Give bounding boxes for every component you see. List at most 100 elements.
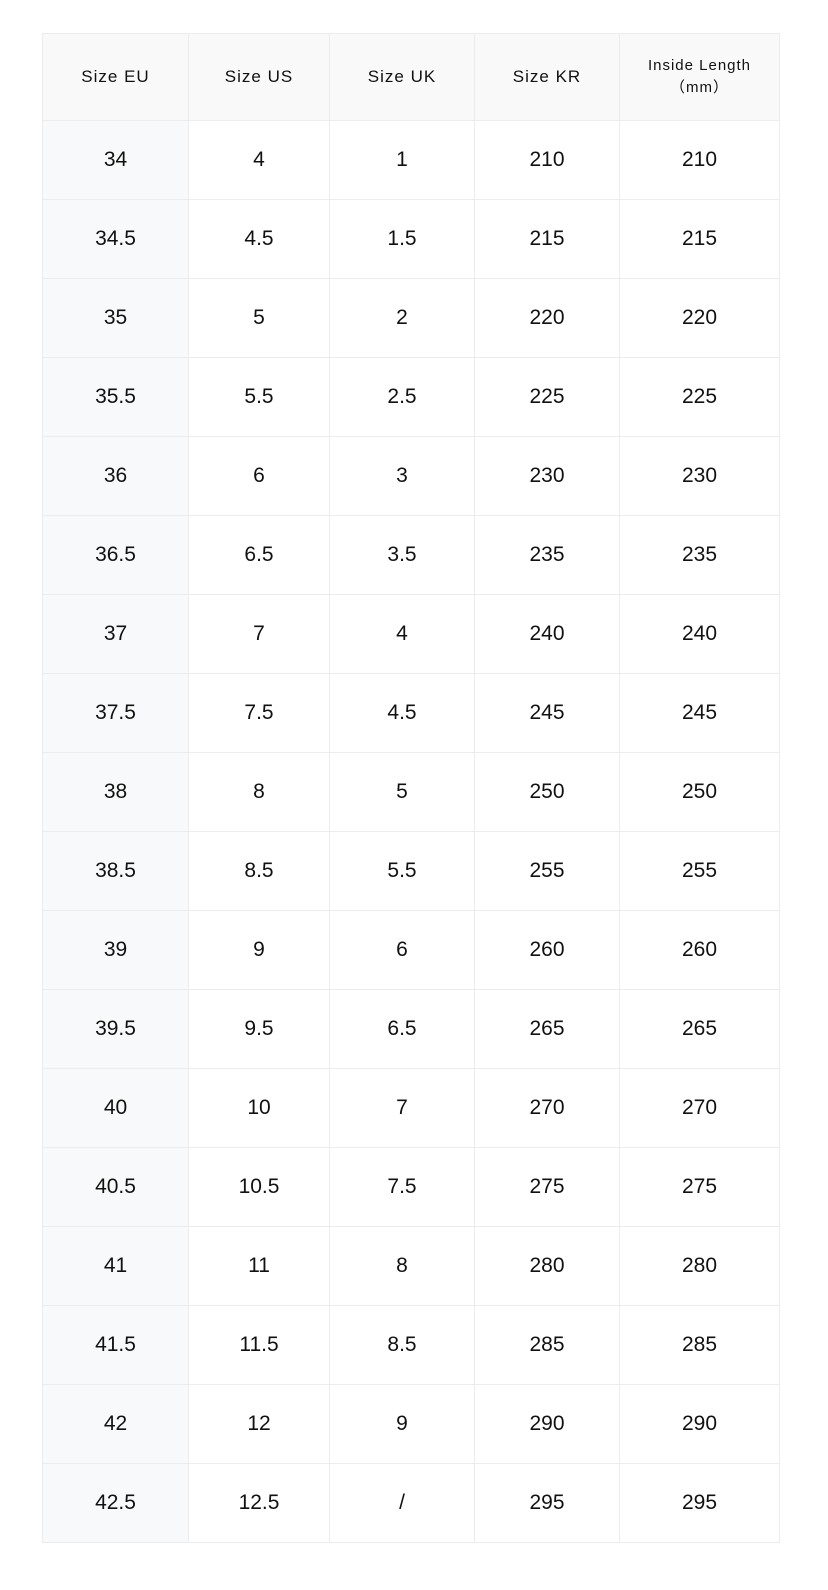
table-cell: 225 (619, 357, 780, 437)
table-row: 35.5 5.5 2.5 225 225 (42, 357, 780, 437)
table-cell: 36 (42, 436, 189, 516)
table-cell: 255 (619, 831, 780, 911)
table-cell: 39 (42, 910, 189, 990)
table-row: 41 11 8 280 280 (42, 1226, 780, 1306)
table-cell: 235 (474, 515, 620, 595)
table-cell: 295 (619, 1463, 780, 1543)
table-cell: 265 (474, 989, 620, 1069)
table-row: 40 10 7 270 270 (42, 1068, 780, 1148)
table-cell: 3 (329, 436, 475, 516)
table-cell: 245 (619, 673, 780, 753)
table-cell: 35 (42, 278, 189, 358)
table-cell: 9 (329, 1384, 475, 1464)
table-cell: 215 (474, 199, 620, 279)
table-cell: 42.5 (42, 1463, 189, 1543)
table-cell: 285 (619, 1305, 780, 1385)
table-cell: 41.5 (42, 1305, 189, 1385)
table-cell: 8 (188, 752, 330, 832)
table-row: 40.5 10.5 7.5 275 275 (42, 1147, 780, 1227)
table-row: 38 8 5 250 250 (42, 752, 780, 832)
table-cell: 6 (188, 436, 330, 516)
table-cell: 245 (474, 673, 620, 753)
table-cell: 225 (474, 357, 620, 437)
table-cell: 38.5 (42, 831, 189, 911)
size-chart: Size EU Size US Size UK Size KR Inside Lengt… (42, 33, 780, 1543)
table-cell: 7 (188, 594, 330, 674)
table-cell: 280 (619, 1226, 780, 1306)
size-table: Size EU Size US Size UK Size KR Inside Lengt… (42, 33, 780, 1543)
table-cell: 10.5 (188, 1147, 330, 1227)
table-cell: 8.5 (188, 831, 330, 911)
header-cell: Size US (188, 33, 330, 121)
table-cell: 35.5 (42, 357, 189, 437)
table-cell: 250 (474, 752, 620, 832)
table-cell: 2 (329, 278, 475, 358)
table-cell: / (329, 1463, 475, 1543)
table-cell: 34 (42, 120, 189, 200)
table-cell: 250 (619, 752, 780, 832)
table-cell: 12.5 (188, 1463, 330, 1543)
table-cell: 37 (42, 594, 189, 674)
table-cell: 285 (474, 1305, 620, 1385)
table-cell: 275 (474, 1147, 620, 1227)
table-cell: 5.5 (188, 357, 330, 437)
table-row: 38.5 8.5 5.5 255 255 (42, 831, 780, 911)
table-body: 34 4 1 210 210 34.5 4.5 1.5 215 215 35 5 2 220 220 35.5… (42, 120, 780, 1543)
table-row: 42 12 9 290 290 (42, 1384, 780, 1464)
table-row: 36.5 6.5 3.5 235 235 (42, 515, 780, 595)
table-cell: 230 (474, 436, 620, 516)
table-row: 34 4 1 210 210 (42, 120, 780, 200)
table-cell: 10 (188, 1068, 330, 1148)
header-cell: Inside Length （mm） (619, 33, 780, 121)
header-row: Size EU Size US Size UK Size KR Inside Lengt… (42, 33, 780, 121)
table-cell: 12 (188, 1384, 330, 1464)
table-cell: 11.5 (188, 1305, 330, 1385)
header-cell: Size EU (42, 33, 189, 121)
table-cell: 37.5 (42, 673, 189, 753)
table-cell: 215 (619, 199, 780, 279)
table-cell: 34.5 (42, 199, 189, 279)
table-cell: 6 (329, 910, 475, 990)
table-cell: 260 (619, 910, 780, 990)
table-cell: 7.5 (188, 673, 330, 753)
table-cell: 280 (474, 1226, 620, 1306)
table-cell: 5 (329, 752, 475, 832)
table-cell: 230 (619, 436, 780, 516)
table-cell: 290 (474, 1384, 620, 1464)
table-cell: 220 (474, 278, 620, 358)
table-row: 37.5 7.5 4.5 245 245 (42, 673, 780, 753)
table-row: 39 9 6 260 260 (42, 910, 780, 990)
table-row: 39.5 9.5 6.5 265 265 (42, 989, 780, 1069)
table-cell: 39.5 (42, 989, 189, 1069)
header-cell: Size UK (329, 33, 475, 121)
table-row: 41.5 11.5 8.5 285 285 (42, 1305, 780, 1385)
table-cell: 255 (474, 831, 620, 911)
table-cell: 8 (329, 1226, 475, 1306)
table-cell: 42 (42, 1384, 189, 1464)
table-row: 42.5 12.5/295 295 (42, 1463, 780, 1543)
table-cell: 5 (188, 278, 330, 358)
table-cell: 210 (474, 120, 620, 200)
table-cell: 210 (619, 120, 780, 200)
table-cell: 9 (188, 910, 330, 990)
table-cell: 270 (474, 1068, 620, 1148)
table-cell: 5.5 (329, 831, 475, 911)
table-cell: 36.5 (42, 515, 189, 595)
table-cell: 3.5 (329, 515, 475, 595)
table-cell: 1 (329, 120, 475, 200)
table-cell: 41 (42, 1226, 189, 1306)
table-cell: 275 (619, 1147, 780, 1227)
table-cell: 8.5 (329, 1305, 475, 1385)
table-cell: 265 (619, 989, 780, 1069)
table-cell: 1.5 (329, 199, 475, 279)
table-row: 34.5 4.5 1.5 215 215 (42, 199, 780, 279)
table-cell: 270 (619, 1068, 780, 1148)
table-cell: 295 (474, 1463, 620, 1543)
table-cell: 6.5 (329, 989, 475, 1069)
table-cell: 9.5 (188, 989, 330, 1069)
table-cell: 260 (474, 910, 620, 990)
table-cell: 11 (188, 1226, 330, 1306)
table-cell: 6.5 (188, 515, 330, 595)
table-cell: 38 (42, 752, 189, 832)
